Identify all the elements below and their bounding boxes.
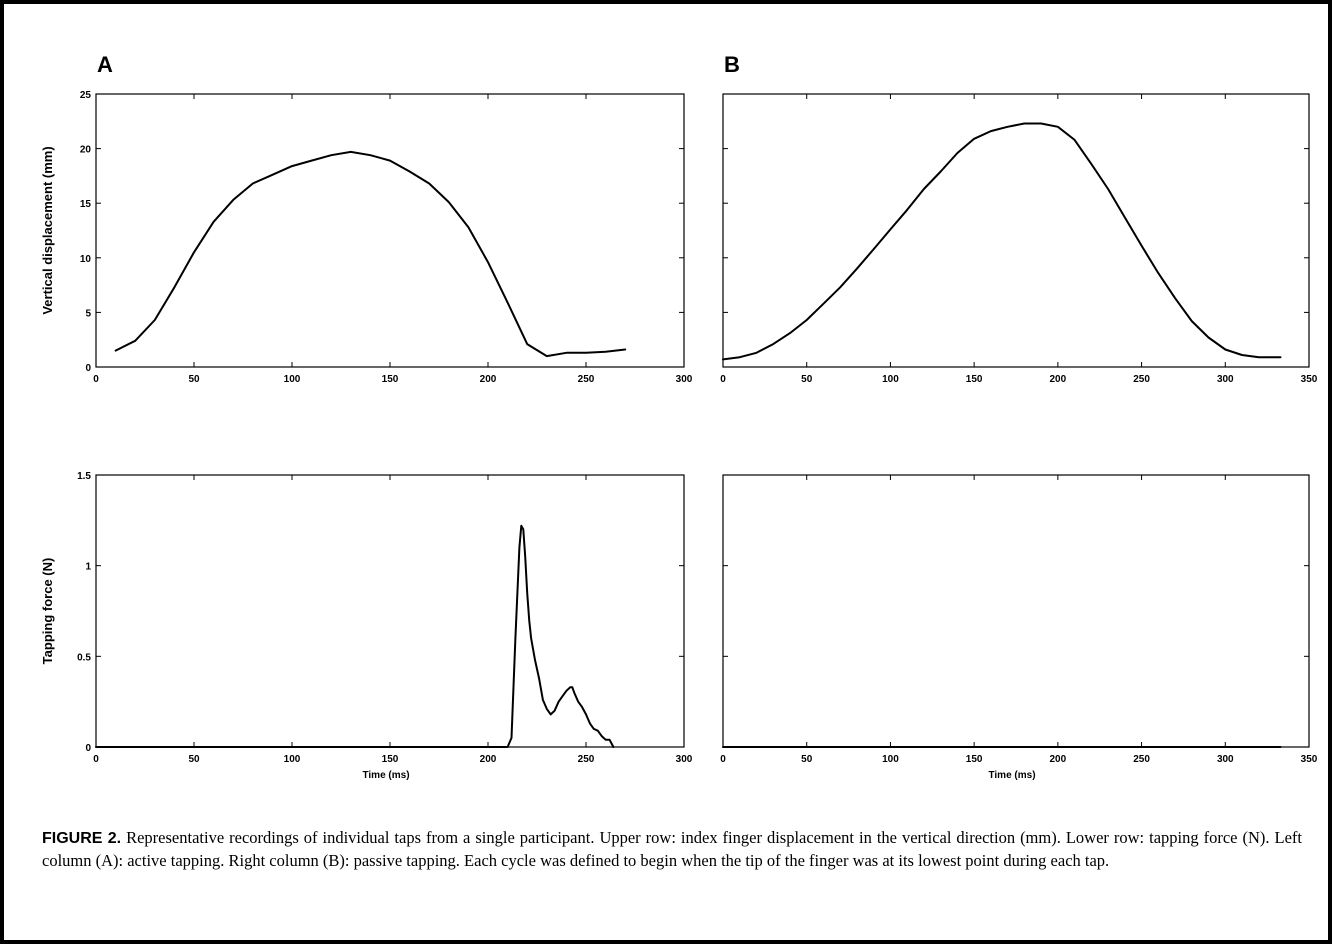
plot-force-b: 0 50 100 150 200 250 300 350 Time (ms) [720, 474, 1318, 781]
y-tick-label: 0.5 [77, 652, 91, 663]
y-axis-label: Vertical displacement (mm) [40, 146, 55, 314]
x-tick-label: 150 [382, 754, 399, 765]
y-tick-label: 1.5 [77, 471, 91, 482]
panel-label-a: A [97, 52, 113, 77]
plot-frame-disp-a [95, 93, 685, 368]
x-tick-label: 150 [966, 754, 983, 765]
caption-label: FIGURE 2. [42, 830, 122, 847]
y-axis-label: Tapping force (N) [40, 558, 55, 665]
plot-frame-force-a [95, 474, 685, 748]
x-tick-label: 50 [188, 754, 200, 765]
x-tick-label: 0 [720, 374, 726, 385]
y-tick-label: 0 [85, 363, 91, 374]
x-tick-label: 200 [1050, 374, 1067, 385]
x-tick-label: 200 [480, 374, 497, 385]
x-axis-label: Time (ms) [988, 770, 1035, 781]
x-tick-label: 0 [93, 374, 99, 385]
x-tick-label: 350 [1301, 374, 1318, 385]
x-tick-label: 300 [1217, 754, 1234, 765]
x-tick-label: 0 [93, 754, 99, 765]
caption-text: Representative recordings of individual … [42, 828, 1303, 870]
x-tick-label: 350 [1301, 754, 1318, 765]
plot-force-a: 0 50 100 150 200 250 300 0 0.5 1 1.5 Tapping force … [40, 471, 693, 781]
x-tick-label: 150 [382, 374, 399, 385]
series-line-disp-b-0 [722, 122, 1282, 361]
x-tick-label: 300 [676, 374, 693, 385]
plot-disp-a: 0 50 100 150 200 250 300 0 5 10 15 20 25 Vertical dis… [40, 90, 693, 385]
x-tick-label: 300 [676, 754, 693, 765]
x-tick-label: 250 [1133, 754, 1150, 765]
y-tick-label: 25 [80, 90, 92, 101]
y-tick-label: 1 [85, 562, 91, 573]
x-tick-label: 50 [801, 754, 813, 765]
y-tick-label: 0 [85, 743, 91, 754]
y-tick-label: 15 [80, 199, 92, 210]
figure-caption: FIGURE 2. Representative recordings of i… [42, 827, 1302, 872]
series-line-force-a-0 [95, 524, 615, 748]
x-tick-label: 150 [966, 374, 983, 385]
plot-frame-disp-b [722, 93, 1310, 368]
x-tick-label: 200 [480, 754, 497, 765]
plot-disp-b: 0 50 100 150 200 250 300 350 [720, 93, 1318, 385]
x-tick-label: 250 [578, 374, 595, 385]
x-tick-label: 100 [284, 754, 301, 765]
plot-frame-force-b [722, 474, 1310, 748]
x-tick-label: 300 [1217, 374, 1234, 385]
y-tick-label: 5 [85, 308, 91, 319]
y-tick-label: 10 [80, 254, 92, 265]
panel-label-b: B [724, 52, 740, 77]
x-tick-label: 100 [882, 374, 899, 385]
x-tick-label: 50 [801, 374, 813, 385]
x-tick-label: 100 [882, 754, 899, 765]
x-tick-label: 100 [284, 374, 301, 385]
x-axis-label: Time (ms) [362, 770, 409, 781]
x-tick-label: 250 [1133, 374, 1150, 385]
series-line-disp-a-0 [114, 150, 627, 358]
x-tick-label: 200 [1050, 754, 1067, 765]
x-tick-label: 250 [578, 754, 595, 765]
y-tick-label: 20 [80, 145, 92, 156]
x-tick-label: 50 [188, 374, 200, 385]
x-tick-label: 0 [720, 754, 726, 765]
